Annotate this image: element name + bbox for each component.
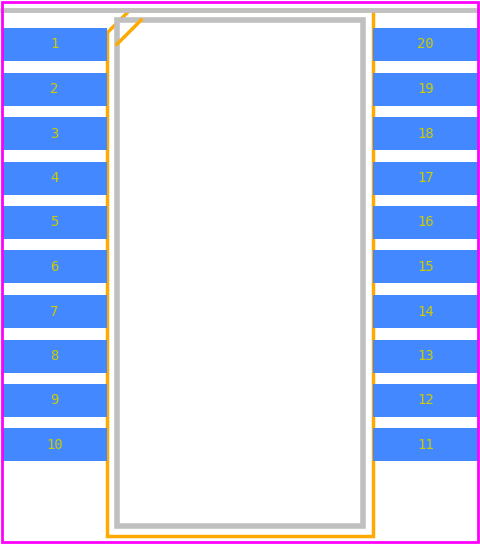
Text: 6: 6: [50, 260, 59, 274]
Bar: [2, 72, 107, 106]
Bar: [373, 250, 478, 283]
Text: 8: 8: [50, 349, 59, 363]
Bar: [2, 339, 107, 373]
Text: 17: 17: [417, 171, 434, 185]
Bar: [2, 295, 107, 328]
Bar: [2, 250, 107, 283]
Bar: [373, 117, 478, 150]
Bar: [2, 384, 107, 417]
Text: 14: 14: [417, 305, 434, 318]
Bar: [2, 117, 107, 150]
Text: 10: 10: [46, 438, 63, 452]
Text: 19: 19: [417, 82, 434, 96]
Text: 11: 11: [417, 438, 434, 452]
Text: 18: 18: [417, 127, 434, 140]
Bar: [2, 206, 107, 239]
Bar: [2, 429, 107, 461]
Bar: [373, 384, 478, 417]
Text: 3: 3: [50, 127, 59, 140]
Text: 15: 15: [417, 260, 434, 274]
Text: 13: 13: [417, 349, 434, 363]
Text: 5: 5: [50, 215, 59, 230]
Bar: [373, 162, 478, 195]
Bar: [373, 295, 478, 328]
Bar: [373, 72, 478, 106]
Text: 9: 9: [50, 393, 59, 407]
Bar: [2, 28, 107, 61]
Bar: [373, 206, 478, 239]
Text: 4: 4: [50, 171, 59, 185]
Text: 2: 2: [50, 82, 59, 96]
Bar: [373, 339, 478, 373]
Polygon shape: [107, 10, 373, 536]
Text: 20: 20: [417, 38, 434, 52]
Text: 12: 12: [417, 393, 434, 407]
Bar: [2, 162, 107, 195]
Text: 16: 16: [417, 215, 434, 230]
Text: 7: 7: [50, 305, 59, 318]
Bar: [373, 28, 478, 61]
Bar: [373, 429, 478, 461]
Text: 1: 1: [50, 38, 59, 52]
Bar: [117, 20, 363, 526]
